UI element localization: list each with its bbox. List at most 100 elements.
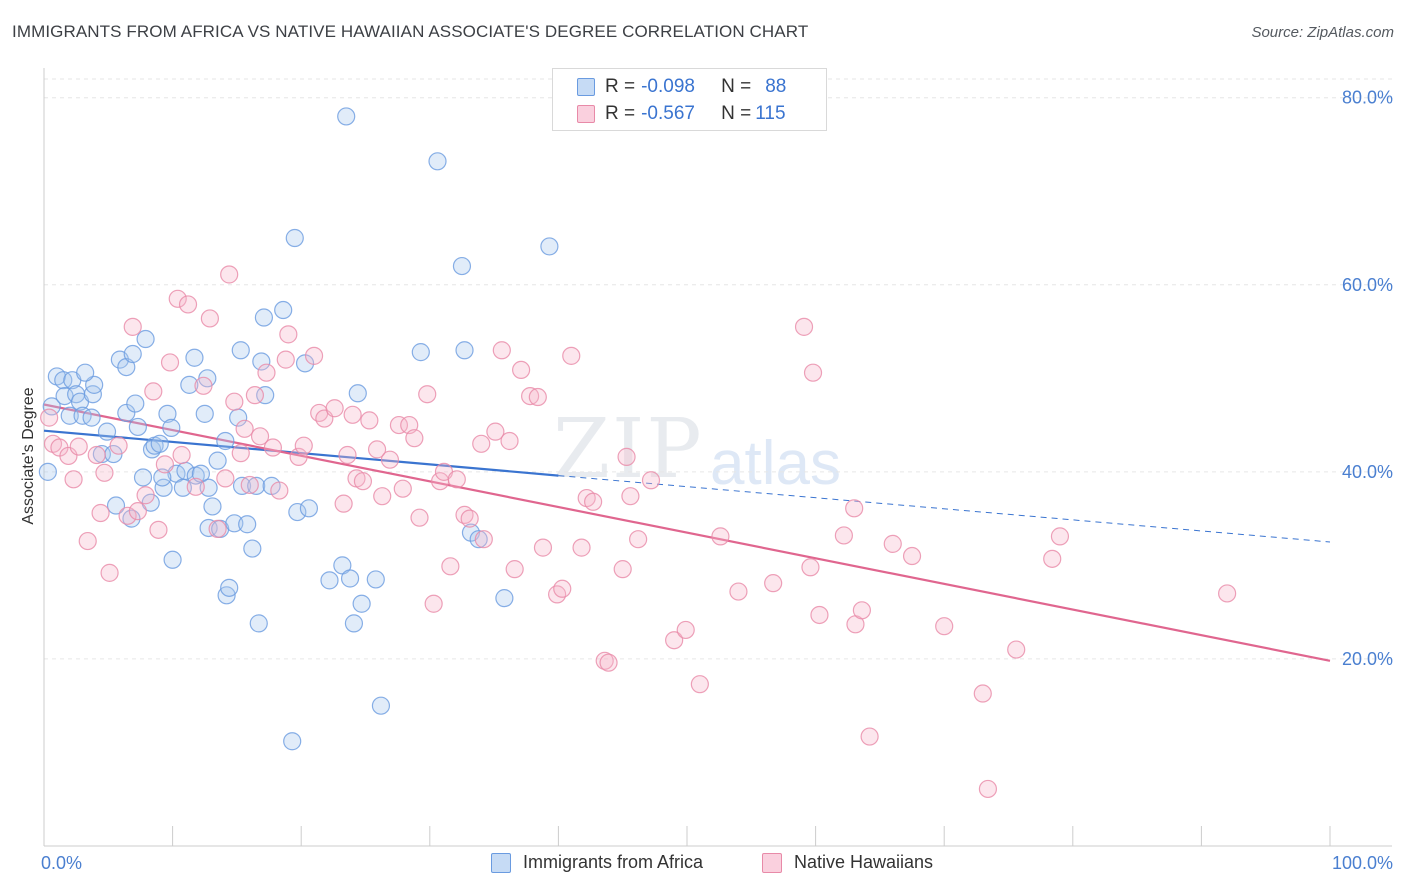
- point-africa: [76, 363, 95, 382]
- r-value: -0.098: [641, 76, 695, 97]
- point-hawaiian: [521, 386, 540, 406]
- point-hawaiian: [186, 477, 205, 496]
- point-hawaiian: [474, 530, 493, 549]
- point-hawaiian: [200, 309, 219, 328]
- y-tick-label: 60.0%: [1342, 275, 1393, 295]
- point-hawaiian: [178, 295, 198, 314]
- legend-item-hawaiian: Native Hawaiians: [762, 852, 933, 873]
- point-hawaiian: [263, 438, 283, 457]
- point-africa: [254, 308, 274, 327]
- point-hawaiian: [676, 620, 695, 640]
- point-hawaiian: [572, 538, 591, 557]
- point-hawaiian: [304, 346, 324, 365]
- point-africa: [82, 408, 101, 427]
- point-hawaiian: [40, 408, 59, 427]
- point-hawaiian: [500, 431, 519, 451]
- point-hawaiian: [64, 470, 83, 489]
- point-hawaiian: [194, 376, 213, 395]
- point-hawaiian: [231, 444, 250, 463]
- point-hawaiian: [144, 382, 163, 401]
- y-tick-label: 40.0%: [1342, 462, 1393, 482]
- point-africa: [285, 228, 304, 248]
- axes: [43, 68, 1392, 847]
- point-hawaiian: [794, 317, 814, 336]
- point-hawaiian: [367, 440, 387, 459]
- point-hawaiian: [410, 508, 429, 527]
- point-hawaiian: [599, 653, 618, 672]
- point-hawaiian: [801, 558, 820, 577]
- point-africa: [274, 300, 293, 320]
- r-label: R =: [605, 76, 636, 97]
- point-hawaiian: [334, 494, 353, 513]
- y-axis-title: Associate's Degree: [20, 387, 37, 524]
- point-hawaiian: [505, 560, 524, 579]
- point-hawaiian: [325, 399, 344, 418]
- point-hawaiian: [380, 450, 400, 469]
- point-hawaiian: [492, 341, 511, 360]
- y-tick-label: 20.0%: [1342, 649, 1393, 669]
- point-africa: [247, 476, 266, 495]
- point-hawaiian: [389, 415, 409, 435]
- point-hawaiian: [270, 481, 289, 500]
- point-hawaiian: [621, 487, 640, 506]
- y-tick-label: 80.0%: [1342, 88, 1393, 108]
- point-hawaiian: [418, 385, 437, 404]
- point-hawaiian: [617, 447, 636, 466]
- point-hawaiian: [250, 427, 270, 446]
- point-hawaiian: [216, 469, 235, 488]
- point-hawaiian: [235, 419, 254, 438]
- r-label: R =: [605, 103, 636, 124]
- point-hawaiian: [289, 447, 308, 466]
- point-hawaiian: [123, 317, 142, 336]
- point-africa: [199, 478, 218, 497]
- point-africa: [299, 499, 319, 518]
- point-africa: [340, 569, 360, 588]
- point-hawaiian: [533, 538, 553, 557]
- point-hawaiian: [883, 534, 902, 553]
- n-label: N =: [721, 76, 752, 97]
- n-label: N =: [721, 103, 752, 124]
- point-hawaiian: [486, 422, 505, 441]
- swatch-blue: [577, 78, 595, 96]
- point-africa: [452, 256, 472, 276]
- point-hawaiian: [764, 574, 783, 593]
- trend-lines: [43, 403, 1331, 662]
- point-africa: [411, 343, 430, 362]
- point-hawaiian: [91, 503, 110, 523]
- point-africa: [232, 476, 252, 495]
- point-hawaiian: [240, 475, 259, 495]
- stats-row-pink: R = -0.567 N = 115: [577, 103, 786, 125]
- point-africa: [180, 375, 199, 394]
- point-africa: [217, 586, 236, 605]
- point-africa: [38, 462, 57, 481]
- point-hawaiian: [528, 387, 547, 407]
- point-hawaiian: [711, 527, 730, 546]
- legend-item-africa: Immigrants from Africa: [491, 852, 703, 873]
- point-hawaiian: [860, 727, 879, 746]
- point-africa: [158, 404, 177, 423]
- point-hawaiian: [935, 617, 954, 636]
- point-africa: [106, 496, 126, 515]
- point-africa: [163, 550, 182, 569]
- trend-line-africa: [43, 429, 559, 477]
- legend-label-hawaiian: Native Hawaiians: [794, 852, 934, 872]
- point-hawaiian: [845, 499, 864, 518]
- legend-label-africa: Immigrants from Africa: [523, 852, 704, 872]
- point-hawaiian: [168, 289, 187, 308]
- legend-swatch-pink: [762, 852, 782, 873]
- point-africa: [238, 515, 257, 534]
- point-africa: [455, 341, 474, 360]
- point-africa: [195, 404, 214, 423]
- point-africa: [283, 732, 302, 751]
- point-hawaiian: [294, 436, 313, 455]
- point-hawaiian: [548, 585, 567, 604]
- point-africa: [220, 578, 239, 597]
- point-hawaiian: [447, 470, 466, 489]
- point-hawaiian: [641, 471, 661, 490]
- point-hawaiian: [978, 779, 998, 799]
- stats-legend: R = -0.098 N = 88 R = -0.567 N = 115: [552, 68, 827, 131]
- point-hawaiian: [109, 436, 128, 455]
- point-africa: [85, 375, 104, 394]
- tick-labels: 20.0% 40.0% 60.0% 80.0% 0.0% 100.0%: [41, 88, 1393, 873]
